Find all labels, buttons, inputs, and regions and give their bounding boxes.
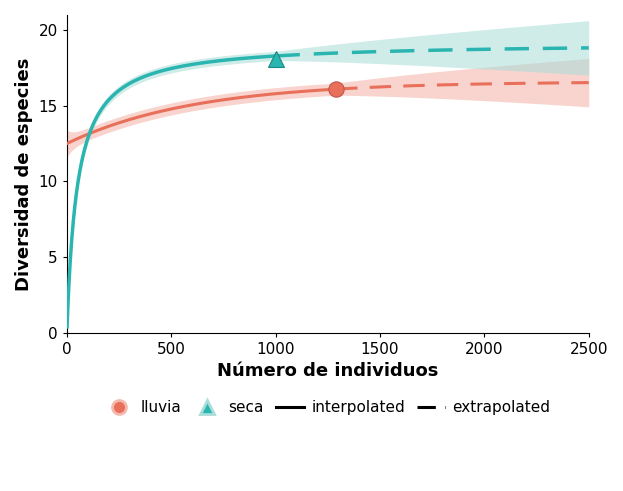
X-axis label: Número de individuos: Número de individuos <box>217 362 439 380</box>
Y-axis label: Diversidad de especies: Diversidad de especies <box>15 57 33 291</box>
Legend: lluvia, seca, interpolated, extrapolated: lluvia, seca, interpolated, extrapolated <box>99 394 556 422</box>
